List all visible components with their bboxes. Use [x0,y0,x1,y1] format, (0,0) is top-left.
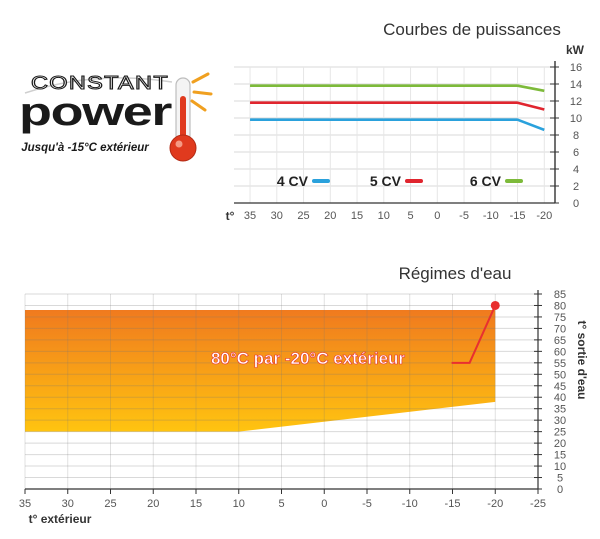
water-y-tick-label: 45 [554,381,566,393]
thermometer-icon [169,72,213,162]
water-x-tick-label: -15 [445,498,461,510]
power-x-tick-label: 35 [244,210,256,222]
constant-power-logo: CONSTANT power Jusqu'à -15°C extérieur [19,72,213,162]
logo-top-text: CONSTANT [31,73,169,93]
water-y-tick-label: 50 [554,369,566,381]
water-x-tick-label: -10 [402,498,418,510]
annotation-label: 80°C par -20°C extérieur [211,349,405,368]
water-y-tick-label: 65 [554,335,566,347]
water-y-tick-label: 70 [554,323,566,335]
power-x-tick-label: -20 [536,210,552,222]
power-y-tick-label: 16 [570,62,582,74]
power-y-tick-label: 6 [573,147,579,159]
water-x-tick-label: -20 [487,498,503,510]
annotation-leader-line [451,305,497,364]
water-y-tick-label: 0 [557,484,563,496]
water-temperature-band [25,310,496,432]
logo-main-text: power [19,90,172,134]
power-chart-legend: 6 CV 5 CV 4 CV [277,173,523,189]
legend-label: 5 CV [370,173,402,189]
power-y-tick-label: 2 [573,181,579,193]
water-y-tick-label: 80 [554,300,566,312]
water-y-tick-label: 85 [554,289,566,301]
logo-tagline: Jusqu'à -15°C extérieur [21,142,149,154]
power-x-tick-label: 30 [271,210,283,222]
power-y-tick-label: 0 [573,198,579,210]
power-chart-x-ticks: 35 30 25 20 15 10 5 0 -5 -10 -15 -20 [244,210,552,222]
water-chart-grid [24,290,539,490]
water-y-tick-label: 20 [554,438,566,450]
power-y-tick-label: 4 [573,164,579,176]
water-y-tick-label: 30 [554,415,566,427]
water-y-tick-label: 5 [557,473,563,485]
power-chart-grid [234,61,556,204]
power-y-tick-label: 10 [570,113,582,125]
power-x-tick-label: 25 [297,210,309,222]
water-x-tick-label: 5 [278,498,284,510]
water-x-tick-label: -25 [530,498,546,510]
water-x-tick-label: 20 [147,498,159,510]
power-x-tick-label: 10 [378,210,390,222]
water-y-tick-label: 25 [554,427,566,439]
power-x-tick-label: -5 [459,210,469,222]
power-series-line [250,84,545,93]
water-y-tick-label: 40 [554,392,566,404]
power-chart: Courbes de puissances kW 0 2 4 6 8 10 12 14 16 3… [226,20,585,223]
water-y-tick-label: 75 [554,312,566,324]
power-y-tick-label: 14 [570,79,582,91]
water-y-tick-label: 35 [554,404,566,416]
water-chart-y-label: t° sortie d'eau [575,320,589,399]
power-x-tick-label: -10 [483,210,499,222]
water-x-tick-label: 30 [62,498,74,510]
water-y-tick-label: 55 [554,358,566,370]
power-chart-y-unit: kW [566,43,585,57]
power-chart-x-unit: t° [226,209,235,223]
water-y-tick-label: 60 [554,346,566,358]
power-x-tick-label: -15 [510,210,526,222]
water-chart-x-ticks: 35 30 25 20 15 10 5 0 -5 -10 -15 -20 -25 [19,489,546,510]
power-x-tick-label: 5 [407,210,413,222]
power-y-tick-label: 12 [570,96,582,108]
logo-swoosh [24,77,173,94]
power-x-tick-label: 15 [351,210,363,222]
power-chart-y-ticks: 0 2 4 6 8 10 12 14 16 [550,62,582,210]
water-chart-title: Régimes d'eau [399,264,512,283]
water-x-tick-label: 15 [190,498,202,510]
water-chart-annotation: 80°C par -20°C extérieur [211,300,500,368]
water-x-tick-label: 25 [104,498,116,510]
power-series-line [250,101,545,111]
water-chart-x-label: t° extérieur [29,512,92,526]
power-x-tick-label: 20 [324,210,336,222]
power-series-line [250,118,545,132]
legend-label: 4 CV [277,173,309,189]
water-x-tick-label: 10 [233,498,245,510]
legend-label: 6 CV [470,173,502,189]
annotation-point [490,300,500,310]
water-chart: Régimes d'eau 05101520253035404550556065… [19,264,589,526]
water-x-tick-label: -5 [362,498,372,510]
water-y-tick-label: 10 [554,461,566,473]
power-chart-series [250,84,545,132]
water-y-tick-label: 15 [554,450,566,462]
power-y-tick-label: 8 [573,130,579,142]
water-x-tick-label: 0 [321,498,327,510]
power-chart-title: Courbes de puissances [383,20,561,39]
power-x-tick-label: 0 [434,210,440,222]
water-x-tick-label: 35 [19,498,31,510]
